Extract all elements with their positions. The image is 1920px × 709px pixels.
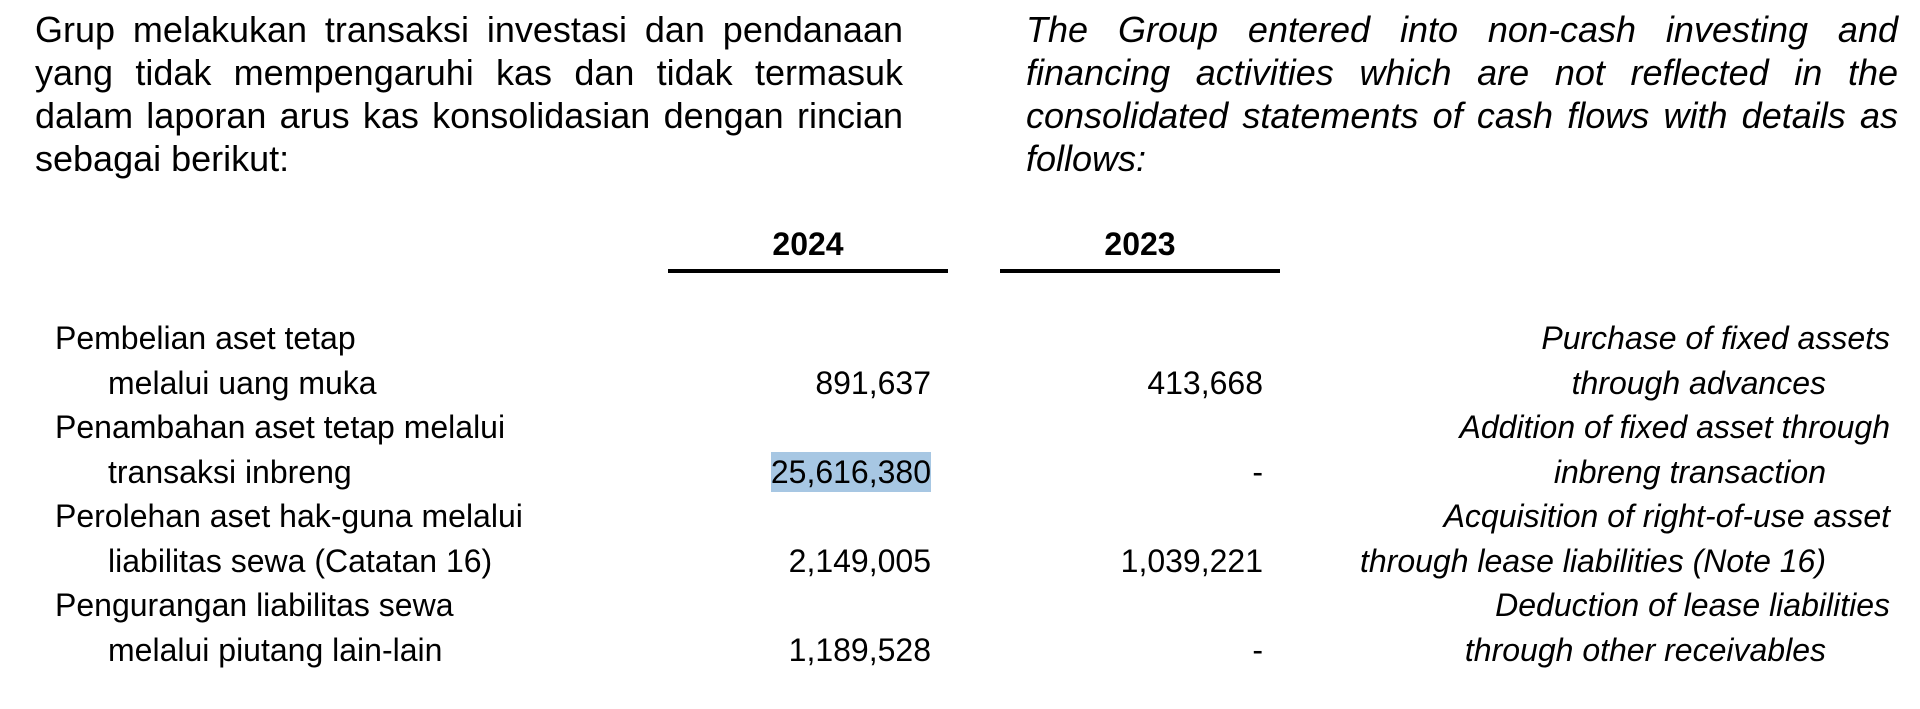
value-2023: -	[1252, 453, 1263, 490]
intro-indonesian: Grup melakukan transaksi investasi dan p…	[35, 9, 903, 179]
row-label-id: melalui piutang lain-lain	[108, 631, 443, 668]
row-label-en: through other receivables	[1464, 631, 1826, 668]
row-label-en: Deduction of lease liabilities	[1495, 587, 1890, 623]
row-label-en: Acquisition of right-of-use asset	[1443, 498, 1890, 534]
row-label-en: Purchase of fixed assets	[1541, 320, 1890, 356]
row-label-en: through lease liabilities (Note 16)	[1359, 542, 1826, 579]
row-label-en: Addition of fixed asset through	[1459, 409, 1891, 445]
row-label-id: Perolehan aset hak-guna melalui	[55, 498, 523, 534]
value-2023: -	[1252, 631, 1263, 668]
row-label-id: transaksi inbreng	[108, 453, 352, 490]
row-label-id: Pengurangan liabilitas sewa	[55, 587, 454, 623]
row-label-en: inbreng transaction	[1553, 453, 1826, 490]
value-2024-selected: 25,616,380	[770, 451, 931, 492]
row-label-en: through advances	[1571, 364, 1826, 401]
row-label-id: Pembelian aset tetap	[55, 320, 356, 356]
row-label-id: liabilitas sewa (Catatan 16)	[108, 542, 493, 579]
value-2023: 413,668	[1147, 364, 1263, 401]
row-label-id: Penambahan aset tetap melalui	[55, 409, 506, 445]
column-header: 2024	[668, 226, 948, 273]
value-2023: 1,039,221	[1120, 542, 1263, 579]
intro-english: The Group entered into non-cash investin…	[1026, 9, 1898, 179]
value-2024: 2,149,005	[788, 542, 931, 579]
row-label-id: melalui uang muka	[108, 364, 377, 401]
value-2024: 891,637	[815, 364, 931, 401]
value-2024: 1,189,528	[788, 631, 931, 668]
column-header: 2023	[1000, 226, 1280, 273]
